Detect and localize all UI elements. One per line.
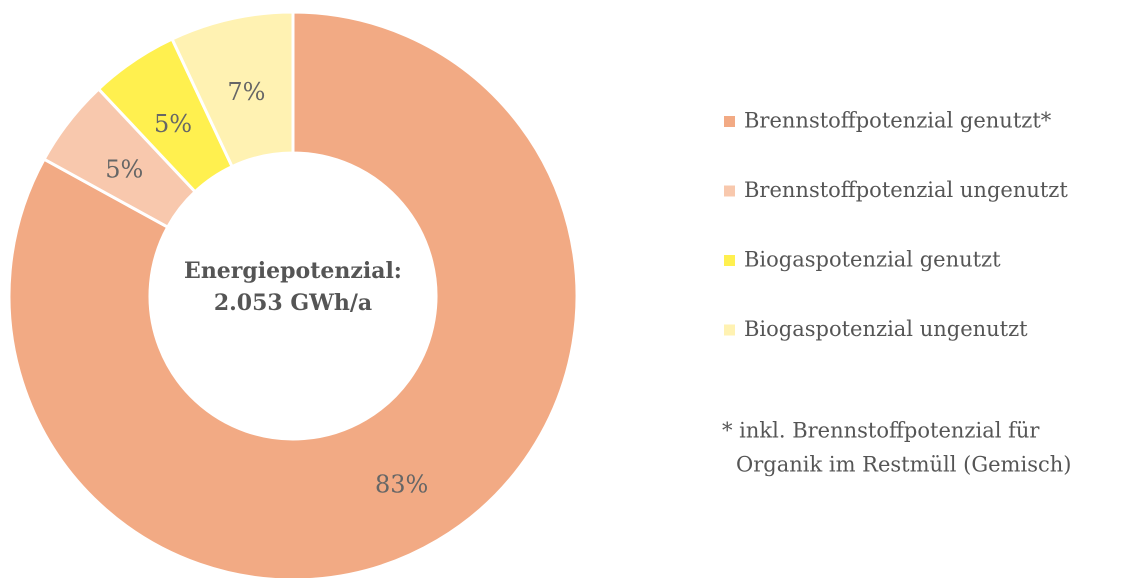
legend-swatch bbox=[724, 324, 735, 336]
slice-label: 83% bbox=[375, 470, 428, 498]
legend-label: Brennstoffpotenzial genutzt* bbox=[744, 109, 1052, 133]
legend-swatch bbox=[724, 116, 735, 127]
donut: 83% 5% 5% 7% bbox=[7, 10, 579, 582]
legend: Brennstoffpotenzial genutzt* Brennstoffpo… bbox=[724, 109, 1068, 341]
donut-slice bbox=[7, 10, 579, 582]
footnote: Organik im Restmüll (Gemisch) bbox=[736, 453, 1071, 477]
legend-label: Biogaspotenzial genutzt bbox=[744, 248, 1001, 272]
slice-label: 5% bbox=[154, 110, 192, 138]
footnote: * inkl. Brennstoffpotenzial für bbox=[722, 419, 1040, 443]
legend-label: Brennstoffpotenzial ungenutzt bbox=[744, 178, 1068, 202]
slice-label: 7% bbox=[227, 78, 265, 106]
center-title: Energiepotenzial: bbox=[184, 258, 402, 284]
center-value: 2.053 GWh/a bbox=[214, 290, 372, 316]
slice-label: 5% bbox=[105, 156, 143, 184]
donut-slice bbox=[170, 10, 295, 169]
legend-swatch bbox=[724, 255, 735, 266]
legend-swatch bbox=[724, 185, 735, 197]
legend-label: Biogaspotenzial ungenutzt bbox=[744, 317, 1028, 341]
